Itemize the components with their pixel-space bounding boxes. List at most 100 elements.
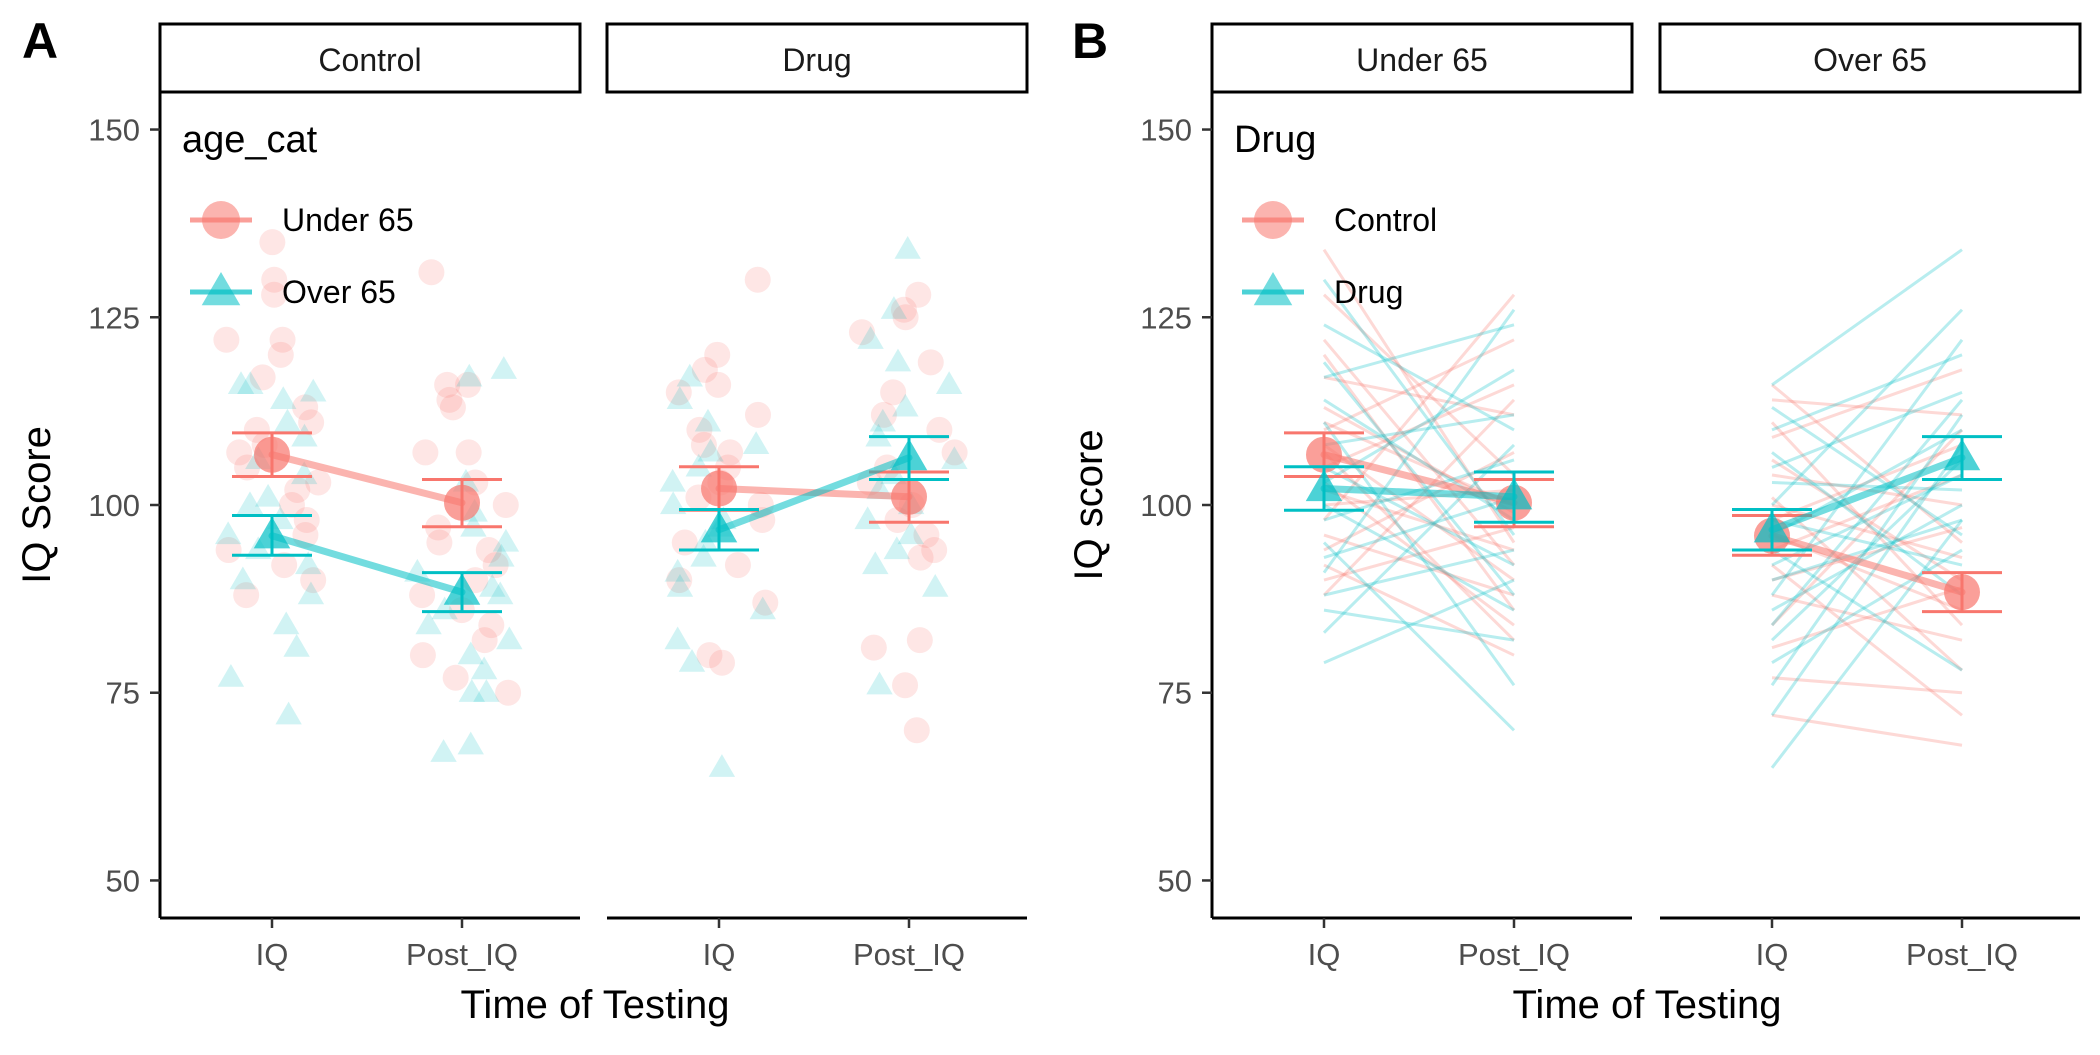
data-point xyxy=(666,573,694,597)
data-point xyxy=(226,439,253,466)
data-point xyxy=(926,416,953,443)
mean-point xyxy=(1943,438,1981,471)
participant-line xyxy=(1770,496,1964,672)
data-point xyxy=(457,731,484,755)
summary-layer xyxy=(232,431,949,614)
data-point xyxy=(473,679,500,702)
mean-line xyxy=(1768,454,1966,534)
data-point xyxy=(409,642,436,669)
y-tick-label: 100 xyxy=(88,488,140,523)
facet-label: Drug xyxy=(782,42,851,78)
participant-line xyxy=(1322,398,1516,597)
participant-line xyxy=(1771,518,1963,582)
participant-line xyxy=(1323,383,1515,469)
mean-point xyxy=(890,438,928,471)
data-point xyxy=(236,491,264,515)
data-point xyxy=(217,664,245,687)
participant-line xyxy=(1771,398,1963,417)
data-point xyxy=(705,371,732,398)
participant-line xyxy=(1323,323,1515,379)
y-tick-label: 75 xyxy=(106,676,140,711)
data-point xyxy=(270,386,297,409)
data-point xyxy=(460,513,487,537)
data-point xyxy=(415,611,442,635)
data-point xyxy=(678,649,706,672)
data-point xyxy=(418,259,445,286)
y-tick-label: 75 xyxy=(1158,676,1192,711)
data-point xyxy=(495,679,522,706)
data-point xyxy=(892,304,919,331)
participant-line xyxy=(1323,398,1515,522)
data-point xyxy=(913,522,940,549)
data-point xyxy=(300,378,327,402)
participant-line xyxy=(1323,503,1515,612)
data-point xyxy=(862,551,889,575)
participant-line xyxy=(1771,548,1963,672)
data-point xyxy=(724,552,751,579)
data-point xyxy=(267,341,294,368)
data-point xyxy=(854,506,881,530)
data-point xyxy=(892,672,919,699)
data-point xyxy=(214,521,242,545)
data-point xyxy=(271,552,298,579)
panel-tag: B xyxy=(1072,13,1108,69)
y-tick-label: 125 xyxy=(88,300,140,335)
x-tick-label: Post_IQ xyxy=(1906,937,2018,972)
participant-line xyxy=(1771,503,1963,612)
data-point xyxy=(857,326,884,349)
data-point xyxy=(717,439,744,466)
participant-line xyxy=(1323,563,1515,657)
data-point xyxy=(291,423,318,447)
data-point xyxy=(273,611,300,635)
data-point xyxy=(894,236,921,259)
data-point xyxy=(458,679,486,702)
data-point xyxy=(278,492,305,518)
participant-line xyxy=(1770,519,1964,769)
participant-line xyxy=(1771,586,1963,650)
data-point xyxy=(261,281,288,308)
data-point xyxy=(269,326,296,353)
data-point xyxy=(676,363,703,387)
data-point xyxy=(752,589,779,616)
facet-label: Over 65 xyxy=(1813,42,1927,78)
data-point xyxy=(708,649,735,676)
data-point xyxy=(906,627,933,654)
facet-strip xyxy=(158,22,582,94)
participant-line xyxy=(1771,390,1963,469)
data-point xyxy=(284,476,311,503)
participant-line xyxy=(1323,375,1515,417)
y-tick-label: 150 xyxy=(88,113,140,148)
participant-line xyxy=(1770,444,1964,717)
data-point xyxy=(496,626,523,650)
legend-key-marker xyxy=(1253,272,1293,306)
participant-line xyxy=(1771,473,1963,507)
data-point xyxy=(479,573,506,597)
legend-label: Drug xyxy=(1334,274,1403,310)
participant-line xyxy=(1323,413,1515,447)
data-point xyxy=(409,582,436,609)
participant-line xyxy=(1770,414,1964,687)
data-point xyxy=(229,566,257,590)
participant-line xyxy=(1770,308,1964,507)
data-point xyxy=(455,439,482,466)
participant-line xyxy=(1323,608,1515,642)
data-point xyxy=(941,446,968,470)
data-point xyxy=(431,596,458,620)
x-tick-label: Post_IQ xyxy=(406,937,518,972)
participant-line xyxy=(1771,458,1963,582)
data-point xyxy=(690,543,717,567)
participant-line xyxy=(1322,353,1516,612)
participant-line xyxy=(1771,473,1963,552)
data-point xyxy=(744,266,771,293)
data-point xyxy=(213,326,240,353)
data-point xyxy=(233,582,260,609)
data-point xyxy=(664,558,691,582)
data-point xyxy=(690,431,717,458)
data-point xyxy=(749,596,776,620)
mean-point xyxy=(1305,469,1343,502)
participant-line xyxy=(1771,443,1963,522)
x-tick-label: IQ xyxy=(703,937,736,972)
participant-line xyxy=(1323,533,1515,597)
facet-strip xyxy=(605,22,1029,94)
data-point xyxy=(869,408,896,432)
